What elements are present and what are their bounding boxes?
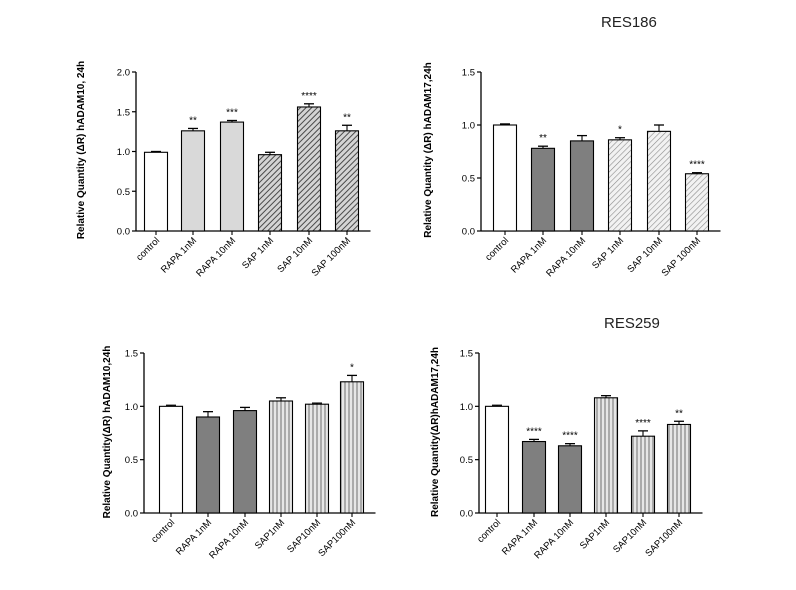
bar-2-2 [232,410,258,514]
significance-label-1-3: * [618,125,622,136]
y-tick-label-0-1: 0.5 [117,187,130,198]
significance-label-0-5: ** [343,112,351,123]
y-tick-label-1-0: 0.0 [462,227,475,238]
significance-label-1-1: ** [539,133,547,144]
y-tick-label-0-2: 1.0 [117,147,130,158]
bar-1-3 [607,139,633,232]
x-tick-label-3-4: SAP10nM [611,517,649,555]
bar-3-3 [593,397,619,514]
significance-label-3-1: **** [526,426,542,437]
significance-label-0-4: **** [301,91,317,102]
bar-3-2 [557,445,583,514]
y-axis-label-3: Relative Quantity(ΔR)hADAM17,24h [430,347,441,517]
y-axis-label-2: Relative Quantity(ΔR) hADAM10,24h [102,346,113,519]
panel-title-res186: RES186 [601,14,657,31]
x-tick-label-1-4: SAP 10nM [625,235,665,275]
bar-0-4 [296,106,322,232]
x-tick-label-2-5: SAP100nM [316,517,358,559]
x-tick-label-1-2: RAPA 10nM [544,235,588,279]
significance-label-0-2: *** [226,107,238,118]
x-tick-label-1-3: SAP 1nM [590,235,626,271]
y-tick-label-0-3: 1.5 [117,107,130,118]
y-tick-label-3-2: 1.0 [460,402,473,413]
bar-3-1 [521,440,547,514]
bar-2-3 [268,400,294,514]
bar-2-5 [339,381,365,514]
x-tick-label-3-0: control [475,517,503,545]
bar-1-5 [684,173,710,232]
y-axis-label-0: Relative Quantity (ΔR) hADAM10, 24h [76,61,87,239]
x-tick-label-0-2: RAPA 10nM [194,235,238,279]
y-axis-label-1: Relative Quantity (ΔR) hADAM17,24h [423,62,434,238]
y-tick-label-2-3: 1.5 [125,349,138,360]
x-tick-label-0-1: RAPA 1nM [159,235,199,275]
y-tick-label-1-3: 1.5 [462,68,475,79]
y-tick-label-3-0: 0.0 [460,509,473,520]
bar-3-0 [484,405,510,514]
significance-label-0-1: ** [189,115,197,126]
bar-2-4 [304,403,330,514]
x-tick-label-0-4: SAP 10nM [275,235,315,275]
y-tick-label-1-2: 1.0 [462,121,475,132]
significance-label-1-5: **** [689,160,705,171]
bar-0-5 [334,130,360,232]
bar-1-2 [569,140,595,232]
x-tick-label-2-2: RAPA 10nM [207,517,251,561]
y-tick-label-0-4: 2.0 [117,68,130,79]
x-tick-label-1-1: RAPA 1nM [509,235,549,275]
bar-0-1 [180,130,206,232]
y-tick-label-2-1: 0.5 [125,455,138,466]
x-tick-label-0-5: SAP 100nM [310,235,354,279]
bar-0-2 [219,121,245,232]
bar-0-0 [143,151,169,232]
x-tick-label-2-0: control [149,517,177,545]
significance-label-3-5: ** [675,408,683,419]
x-tick-label-0-0: control [134,235,162,263]
x-tick-label-2-3: SAP1nM [253,517,287,551]
x-tick-label-3-3: SAP1nM [578,517,612,551]
y-tick-label-2-2: 1.0 [125,402,138,413]
x-tick-label-0-3: SAP 1nM [240,235,276,271]
significance-label-3-2: **** [562,431,578,442]
significance-label-2-5: * [350,362,354,373]
x-tick-label-1-5: SAP 100nM [660,235,704,279]
bar-1-4 [646,130,672,232]
panel-title-res259: RES259 [604,315,660,332]
bar-0-3 [257,154,283,232]
y-tick-label-0-0: 0.0 [117,227,130,238]
y-tick-label-3-1: 0.5 [460,455,473,466]
y-tick-label-3-3: 1.5 [460,349,473,360]
bar-1-0 [492,124,518,232]
x-tick-label-3-5: SAP100nM [643,517,685,559]
bar-2-1 [195,416,221,514]
y-tick-label-2-0: 0.0 [125,509,138,520]
bar-3-5 [666,423,692,514]
y-tick-label-1-1: 0.5 [462,174,475,185]
bar-2-0 [158,405,184,514]
significance-label-3-4: **** [635,418,651,429]
bar-3-4 [630,435,656,514]
bar-1-1 [530,147,556,232]
x-tick-label-1-0: control [483,235,511,263]
